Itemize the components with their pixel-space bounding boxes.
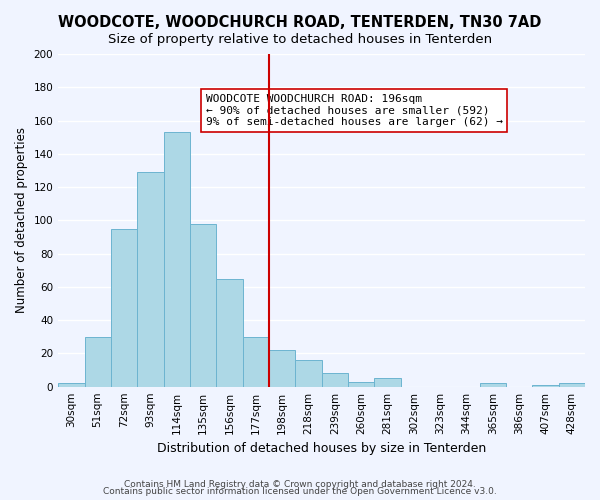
Text: Contains public sector information licensed under the Open Government Licence v3: Contains public sector information licen…: [103, 488, 497, 496]
Bar: [348, 382, 374, 386]
Bar: [295, 360, 322, 386]
Text: WOODCOTE, WOODCHURCH ROAD, TENTERDEN, TN30 7AD: WOODCOTE, WOODCHURCH ROAD, TENTERDEN, TN…: [58, 15, 542, 30]
Bar: [269, 350, 295, 387]
Bar: [559, 384, 585, 386]
Bar: [111, 228, 137, 386]
Bar: [164, 132, 190, 386]
Bar: [58, 384, 85, 386]
Bar: [479, 384, 506, 386]
X-axis label: Distribution of detached houses by size in Tenterden: Distribution of detached houses by size …: [157, 442, 486, 455]
Bar: [85, 337, 111, 386]
Text: WOODCOTE WOODCHURCH ROAD: 196sqm
← 90% of detached houses are smaller (592)
9% o: WOODCOTE WOODCHURCH ROAD: 196sqm ← 90% o…: [206, 94, 503, 127]
Bar: [216, 278, 242, 386]
Bar: [532, 385, 559, 386]
Bar: [322, 374, 348, 386]
Bar: [374, 378, 401, 386]
Bar: [137, 172, 164, 386]
Y-axis label: Number of detached properties: Number of detached properties: [15, 128, 28, 314]
Bar: [242, 337, 269, 386]
Text: Size of property relative to detached houses in Tenterden: Size of property relative to detached ho…: [108, 32, 492, 46]
Text: Contains HM Land Registry data © Crown copyright and database right 2024.: Contains HM Land Registry data © Crown c…: [124, 480, 476, 489]
Bar: [190, 224, 216, 386]
